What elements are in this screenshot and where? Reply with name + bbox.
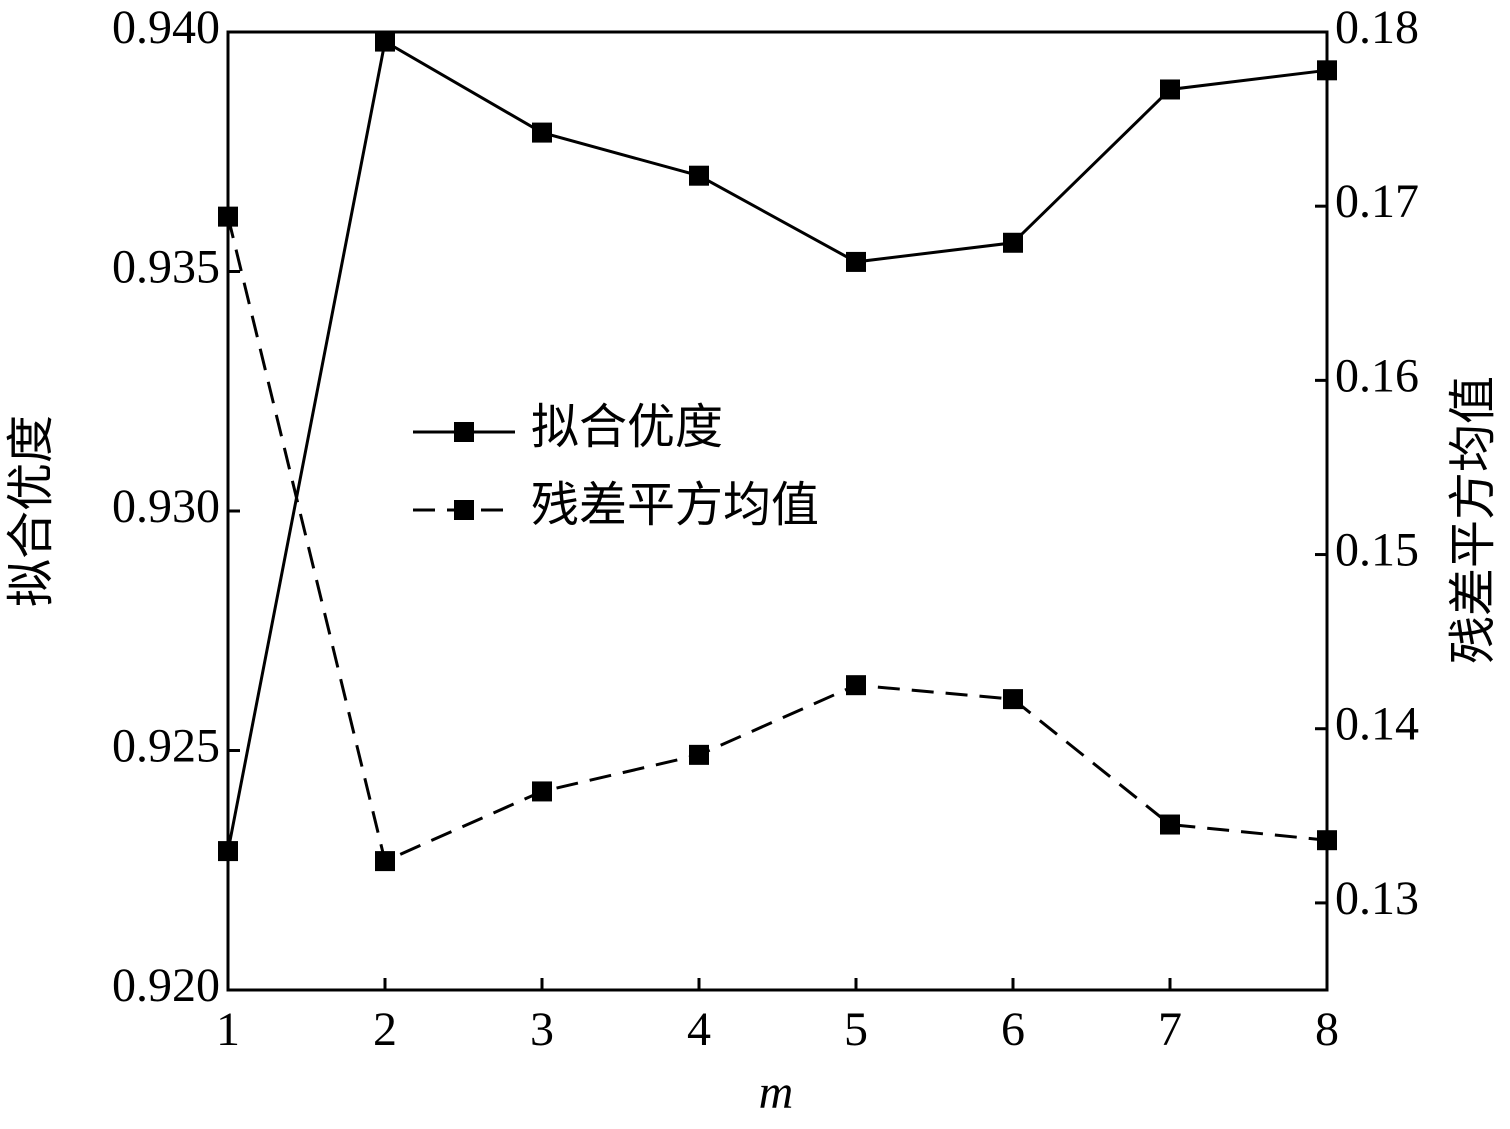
data-point (532, 122, 552, 143)
series-line (226, 39, 1328, 852)
y2-tick-label: 0.18 (1335, 1, 1419, 54)
legend-marker (454, 500, 474, 520)
data-point (846, 675, 866, 696)
data-point (218, 206, 238, 227)
x-tick-label: 7 (1158, 1003, 1182, 1056)
x-tick-label: 3 (530, 1003, 554, 1056)
y2-axis-label: 残差平方均值 (1447, 376, 1500, 664)
legend-label: 残差平方均值 (531, 479, 819, 532)
data-point (375, 31, 395, 52)
y-tick-label: 0.925 (112, 720, 220, 773)
series-line (226, 216, 1328, 864)
x-tick-label: 6 (1001, 1003, 1025, 1056)
y-tick-label: 0.940 (112, 1, 220, 54)
x-axis-label: m (759, 1066, 794, 1119)
y2-tick-label: 0.14 (1335, 698, 1419, 751)
x-tick-label: 2 (373, 1003, 397, 1056)
data-point (846, 251, 866, 272)
y2-tick-label: 0.16 (1335, 349, 1419, 402)
legend-label: 拟合优度 (531, 401, 723, 454)
data-point (689, 165, 709, 186)
y2-tick-label: 0.15 (1335, 524, 1419, 577)
data-point (689, 744, 709, 765)
y-tick-label: 0.930 (112, 480, 220, 533)
data-point (375, 851, 395, 872)
y-tick-label: 0.935 (112, 241, 220, 294)
y-axis-label: 拟合优度 (5, 415, 58, 607)
data-point (218, 841, 238, 862)
data-point (1003, 689, 1023, 710)
y2-tick-label: 0.17 (1335, 175, 1419, 228)
y-tick-label: 0.920 (112, 959, 220, 1012)
y2-tick-label: 0.13 (1335, 872, 1419, 925)
data-point (1317, 830, 1337, 851)
x-tick-label: 4 (687, 1003, 711, 1056)
x-tick-label: 5 (844, 1003, 868, 1056)
x-tick-label: 1 (216, 1003, 240, 1056)
legend-marker (454, 422, 474, 442)
data-point (1003, 232, 1023, 253)
data-point (1317, 60, 1337, 81)
x-tick-label: 8 (1315, 1003, 1339, 1056)
data-point (1160, 79, 1180, 100)
data-point (532, 781, 552, 802)
data-point (1160, 814, 1180, 835)
